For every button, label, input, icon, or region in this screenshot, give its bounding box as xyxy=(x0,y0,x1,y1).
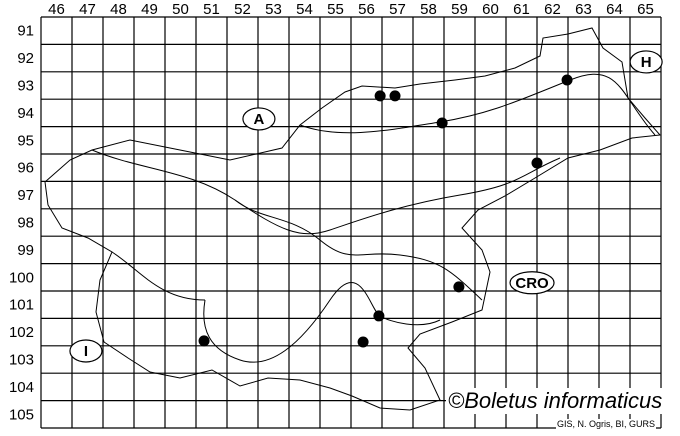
record-dot xyxy=(374,90,386,102)
column-label: 50 xyxy=(172,1,189,18)
country-outline xyxy=(44,27,662,411)
column-label: 63 xyxy=(575,1,592,18)
credit-text: GIS, N. Ogris, BI, GURS xyxy=(556,419,657,429)
row-label: 98 xyxy=(17,215,34,232)
region-label-ellipse xyxy=(242,107,276,131)
region-label-ellipse xyxy=(629,50,663,74)
region-label-text: CRO xyxy=(515,275,549,292)
river-line xyxy=(299,73,656,136)
record-dot xyxy=(531,157,543,169)
region-label-text: I xyxy=(84,343,88,360)
row-label: 105 xyxy=(9,406,34,423)
row-label: 99 xyxy=(17,242,34,259)
row-label: 100 xyxy=(9,269,34,286)
region-label-ellipse xyxy=(69,339,103,363)
records xyxy=(198,74,573,348)
column-label: 54 xyxy=(296,1,313,18)
column-labels: 46 47 48 49 50 51 52 53 54 55 56 57 58 59 60 61 62 63 64 65 xyxy=(48,1,654,18)
record-dot xyxy=(373,310,385,322)
row-label: 103 xyxy=(9,352,34,369)
region-label: A xyxy=(242,107,276,131)
column-label: 47 xyxy=(79,1,96,18)
river-line xyxy=(91,149,561,235)
border-line xyxy=(44,27,662,411)
column-label: 49 xyxy=(141,1,158,18)
region-label-ellipse xyxy=(509,271,555,295)
row-label: 94 xyxy=(17,105,34,122)
column-label: 62 xyxy=(544,1,561,18)
column-label: 65 xyxy=(637,1,654,18)
column-label: 60 xyxy=(482,1,499,18)
region-label: CRO xyxy=(509,271,555,295)
row-label: 93 xyxy=(17,78,34,95)
record-dot xyxy=(561,74,573,86)
row-label: 91 xyxy=(17,23,34,40)
column-label: 55 xyxy=(327,1,344,18)
record-dot xyxy=(357,336,369,348)
column-label: 64 xyxy=(606,1,623,18)
grid xyxy=(40,16,662,429)
column-label: 56 xyxy=(358,1,375,18)
column-label: 52 xyxy=(234,1,251,18)
column-label: 48 xyxy=(110,1,127,18)
record-dot xyxy=(198,335,210,347)
column-label: 51 xyxy=(203,1,220,18)
region-label: H xyxy=(629,50,663,74)
record-dot xyxy=(436,117,448,129)
river-line xyxy=(234,199,483,301)
row-label: 97 xyxy=(17,187,34,204)
row-label: 104 xyxy=(9,379,34,396)
region-label: I xyxy=(69,339,103,363)
column-label: 61 xyxy=(513,1,530,18)
column-label: 53 xyxy=(265,1,282,18)
column-label: 46 xyxy=(48,1,65,18)
row-label: 96 xyxy=(17,160,34,177)
region-label-text: H xyxy=(641,54,652,71)
row-label: 92 xyxy=(17,50,34,67)
river-line xyxy=(111,251,206,301)
region-labels: A H CRO I xyxy=(69,50,663,363)
record-dot xyxy=(453,281,465,293)
row-label: 95 xyxy=(17,132,34,149)
region-label-text: A xyxy=(254,111,265,128)
record-dot xyxy=(389,90,401,102)
row-label: 102 xyxy=(9,324,34,341)
column-label: 57 xyxy=(389,1,406,18)
row-labels: 91 92 93 94 95 96 97 98 99 100 101 102 103 104 105 xyxy=(9,23,34,424)
column-label: 59 xyxy=(451,1,468,18)
row-label: 101 xyxy=(9,297,34,314)
river-line xyxy=(203,282,441,363)
copyright-text: ©Boletus informaticus xyxy=(446,388,665,414)
column-label: 58 xyxy=(420,1,437,18)
